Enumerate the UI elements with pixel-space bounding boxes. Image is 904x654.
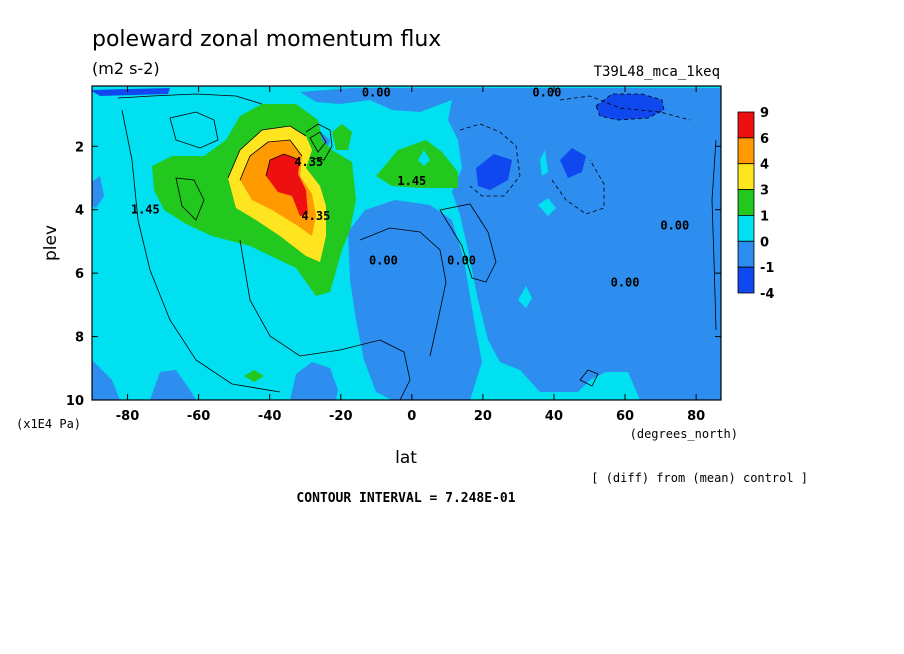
negative-region-lower-mid (290, 362, 338, 400)
cyan-island-1 (538, 198, 556, 216)
strong-negative-3 (560, 148, 586, 178)
positive-region-center (376, 140, 458, 188)
contour-label: 0.00 (660, 219, 689, 233)
cyan-island-2 (518, 286, 532, 308)
y-tick-label: 4 (75, 204, 84, 219)
contour-line (579, 369, 599, 387)
contour-field (92, 86, 721, 400)
contour-line (175, 177, 205, 221)
y-tick-label: 10 (66, 394, 84, 409)
contour-label: 0.00 (447, 253, 476, 267)
x-tick-label: 60 (616, 409, 634, 424)
contour-interval: CONTOUR INTERVAL = 7.248E-01 (296, 491, 515, 506)
negative-region-east (448, 88, 721, 400)
contour-line (439, 203, 497, 283)
x-tick-label: -60 (187, 409, 211, 424)
x-tick-label: -20 (329, 409, 353, 424)
contour-line (711, 139, 717, 331)
cyan-island-3 (540, 150, 548, 176)
y-tick-label: 8 (75, 331, 84, 346)
x-tick-label: -40 (258, 409, 282, 424)
y-tick-label: 2 (75, 140, 84, 155)
x-axis-label: lat (395, 448, 417, 468)
colorbar-swatch (737, 137, 755, 165)
strong-negative-1 (596, 94, 664, 120)
x-tick-label: 0 (407, 409, 416, 424)
contour-label: 4.35 (294, 155, 323, 169)
x-tick-label: -80 (116, 409, 140, 424)
x-tick-label: 80 (687, 409, 705, 424)
y-axis-units: (x1E4 Pa) (16, 417, 81, 431)
x-axis: -80 -60 -40 -20 0 20 40 60 80 (116, 86, 705, 424)
y-axis-label: plev (41, 225, 61, 261)
y-axis: 2 4 6 8 10 (66, 140, 721, 409)
x-tick-label: 20 (474, 409, 492, 424)
colorbar-label: 4 (760, 158, 769, 173)
colorbar-label: -1 (760, 261, 774, 276)
contour-line (227, 125, 307, 179)
contour-lines (117, 93, 717, 400)
plot-frame (91, 85, 722, 401)
contour-label: 4.35 (301, 209, 330, 223)
colorbar-label: 3 (760, 184, 769, 199)
negative-region-lower-left (150, 370, 196, 400)
contour-label: 1.45 (397, 174, 426, 188)
colorbar-label: 9 (760, 106, 769, 121)
contour-line (169, 111, 219, 149)
y-tick-label: 6 (75, 267, 84, 282)
positive-region-small-2 (244, 370, 264, 382)
contour-labels: 0.00 0.00 1.45 1.45 4.35 4.35 0.00 0.00 0.00 0.00 (131, 85, 689, 289)
contour-line (239, 239, 411, 400)
contour-line (359, 227, 447, 357)
positive-region-small-1 (332, 124, 352, 150)
contour-label: 0.00 (611, 276, 640, 290)
positive-region-small-3 (418, 150, 430, 166)
strong-negative-2 (476, 154, 512, 190)
colorbar-label: 0 (760, 235, 769, 250)
x-tick-label: 40 (545, 409, 563, 424)
colorbar-swatch (737, 111, 755, 139)
chart-units: (m2 s-2) (92, 59, 160, 78)
colorbar: 9 6 4 3 1 0 -1 -4 (737, 106, 774, 302)
contour-line (309, 131, 327, 153)
negative-contour (551, 159, 605, 215)
contour-line (117, 93, 263, 105)
negative-region-small-west (92, 176, 104, 208)
colorbar-swatch (737, 266, 755, 294)
negative-contour (459, 123, 521, 197)
negative-contour-lines (459, 93, 691, 215)
strong-negative-5 (92, 88, 170, 96)
contour-line (239, 139, 303, 181)
contour-line (305, 123, 333, 161)
colorbar-swatch (737, 163, 755, 190)
negative-region-west-edge (92, 360, 120, 400)
colorbar-label: 6 (760, 132, 769, 147)
run-label: T39L48_mca_1keq (594, 64, 720, 80)
contour-line (121, 109, 281, 393)
contour-label: 1.45 (131, 203, 160, 217)
colorbar-label: -4 (760, 287, 774, 302)
contour-label: 0.00 (369, 253, 398, 267)
contour-label: 0.00 (532, 85, 561, 99)
contour-line (265, 153, 301, 177)
x-axis-units: (degrees_north) (630, 427, 738, 441)
contour-label: 0.00 (362, 85, 391, 99)
positive-region-max (266, 154, 308, 216)
colorbar-swatch (737, 240, 755, 268)
diff-note: [ (diff) from (mean) control ] (591, 471, 808, 485)
chart-title: poleward zonal momentum flux (92, 27, 441, 52)
colorbar-swatch (737, 189, 755, 216)
negative-region-south-plume (348, 200, 482, 400)
negative-contour (559, 95, 691, 121)
negative-contour (595, 93, 665, 121)
negative-region-north-band (300, 88, 470, 112)
colorbar-swatch (737, 215, 755, 242)
colorbar-label: 1 (760, 209, 769, 224)
